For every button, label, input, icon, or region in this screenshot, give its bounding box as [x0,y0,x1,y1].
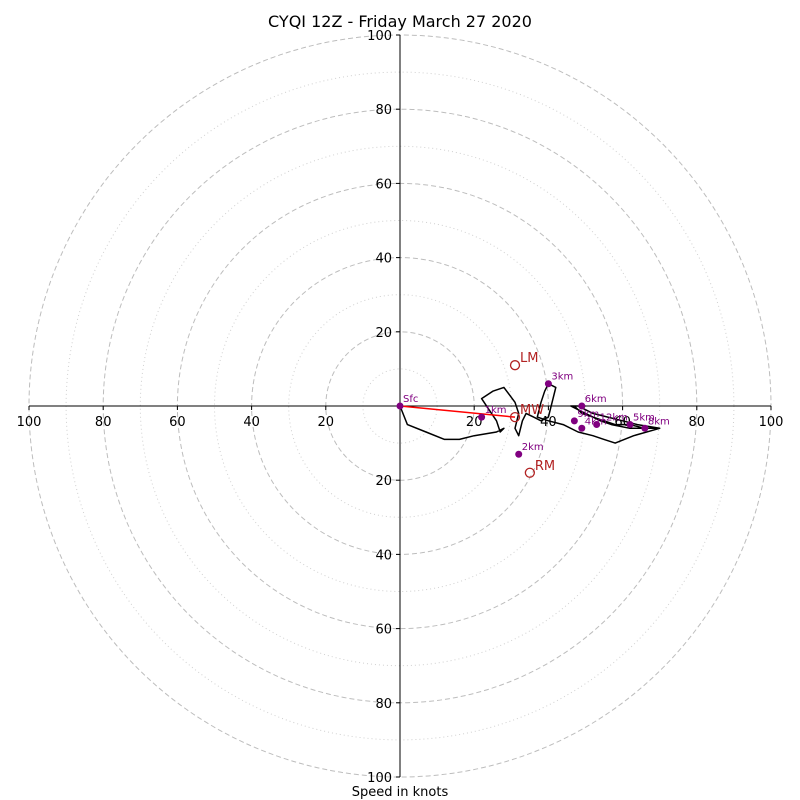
chart-title: CYQI 12Z - Friday March 27 2020 [268,12,532,31]
y-tick-label: 40 [375,252,392,267]
y-tick-label: 20 [375,474,392,489]
height-marker-dot [641,424,649,432]
y-tick-label: 20 [375,326,392,341]
x-axis-label: Speed in knots [352,785,449,800]
height-marker-label: Sfc [403,394,418,405]
height-marker-dot [593,421,601,429]
storm-motion-label: RM [535,459,555,474]
tick-labels: 100 80 60 40 20 20 40 60 80 100100806040202040608… [17,29,784,786]
height-marker-dot [515,450,523,458]
bulk-shear-line [399,405,516,418]
y-tick-label: 80 [375,103,392,118]
height-markers: Sfc1km2km3km4km5km6km8km9km12km [396,372,670,458]
x-tick-label: 100 [17,415,42,430]
height-marker-label: 9km [577,409,599,420]
height-marker-label: 12km [600,413,628,424]
height-marker-label: 3km [551,372,573,383]
height-marker-dot [478,413,486,421]
storm-motion-marker [509,360,521,371]
shear-vector [399,405,516,418]
storm-motion-label: LM [520,351,538,366]
height-marker-dot [626,421,634,429]
x-tick-label: 80 [689,415,706,430]
y-tick-label: 40 [375,548,392,563]
height-marker-label: 8km [648,416,670,427]
y-tick-label: 100 [367,29,392,44]
x-tick-label: 20 [318,415,335,430]
height-marker-dot [570,417,578,425]
y-tick-label: 80 [375,697,392,712]
storm-motion-marker [509,411,521,423]
height-marker-label: 5km [633,413,655,424]
storm-motion-markers: LM RM MW [509,351,555,478]
x-tick-label: 20 [466,415,483,430]
height-marker-label: 1km [485,405,507,416]
y-tick-label: 100 [367,771,392,786]
y-tick-label: 60 [375,623,392,638]
height-marker-dot [578,402,586,410]
height-marker-dot [544,380,552,388]
y-tick-label: 60 [375,177,392,192]
height-marker-dot [578,424,586,432]
x-tick-label: 100 [759,415,784,430]
height-marker-label: 2km [522,442,544,453]
x-tick-label: 80 [95,415,112,430]
height-marker-dot [396,402,404,410]
storm-motion-marker [524,467,535,478]
x-tick-label: 60 [169,415,186,430]
height-marker-label: 6km [585,394,607,405]
storm-motion-label: MW [520,403,544,418]
x-tick-label: 40 [243,415,260,430]
